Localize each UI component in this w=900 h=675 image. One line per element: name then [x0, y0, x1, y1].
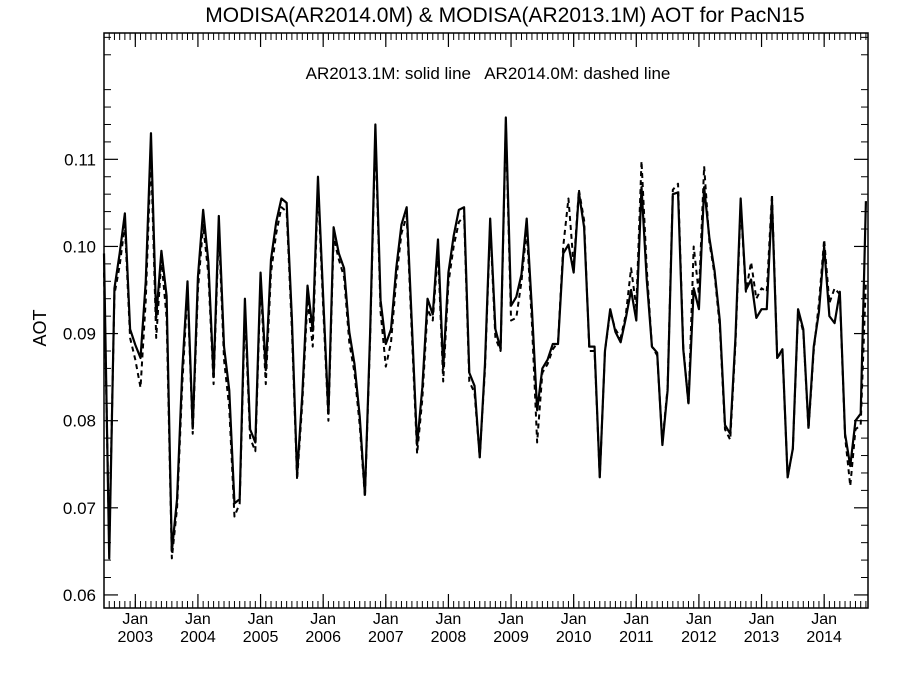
x-month-label: Jan: [686, 611, 712, 628]
x-year-label: 2003: [118, 629, 154, 646]
y-tick-label: 0.07: [63, 499, 96, 518]
x-month-label: Jan: [122, 611, 148, 628]
x-year-label: 2007: [368, 629, 404, 646]
x-year-label: 2010: [556, 629, 592, 646]
x-month-label: Jan: [561, 611, 587, 628]
series-group: [102, 116, 868, 560]
series-line-ar2014-0m: [103, 123, 867, 560]
x-month-label: Jan: [248, 611, 274, 628]
x-month-label: Jan: [373, 611, 399, 628]
x-month-label: Jan: [623, 611, 649, 628]
x-year-label: 2009: [493, 629, 529, 646]
legend-annotation: AR2013.1M: solid line AR2014.0M: dashed …: [306, 64, 671, 83]
y-tick-label: 0.10: [63, 237, 96, 256]
series-line-ar2013-1m: [102, 116, 868, 560]
y-tick-label: 0.11: [64, 150, 96, 169]
x-year-label: 2006: [305, 629, 341, 646]
axis-ticks: 0.060.070.080.090.100.11Jan2003Jan2004Ja…: [63, 33, 868, 646]
x-year-label: 2011: [619, 629, 654, 646]
x-year-label: 2008: [431, 629, 467, 646]
chart-title: MODISA(AR2014.0M) & MODISA(AR2013.1M) AO…: [205, 4, 804, 27]
x-year-label: 2013: [744, 629, 780, 646]
x-year-label: 2012: [681, 629, 717, 646]
x-month-label: Jan: [436, 611, 462, 628]
x-year-label: 2014: [806, 629, 842, 646]
y-axis-label: AOT: [30, 309, 50, 346]
y-tick-label: 0.09: [63, 325, 96, 344]
y-tick-label: 0.06: [63, 586, 96, 605]
x-month-label: Jan: [749, 611, 775, 628]
x-year-label: 2004: [180, 629, 216, 646]
x-month-label: Jan: [185, 611, 211, 628]
x-month-label: Jan: [498, 611, 524, 628]
x-month-label: Jan: [811, 611, 837, 628]
x-month-label: Jan: [310, 611, 336, 628]
y-tick-label: 0.08: [63, 412, 96, 431]
x-year-label: 2005: [243, 629, 279, 646]
